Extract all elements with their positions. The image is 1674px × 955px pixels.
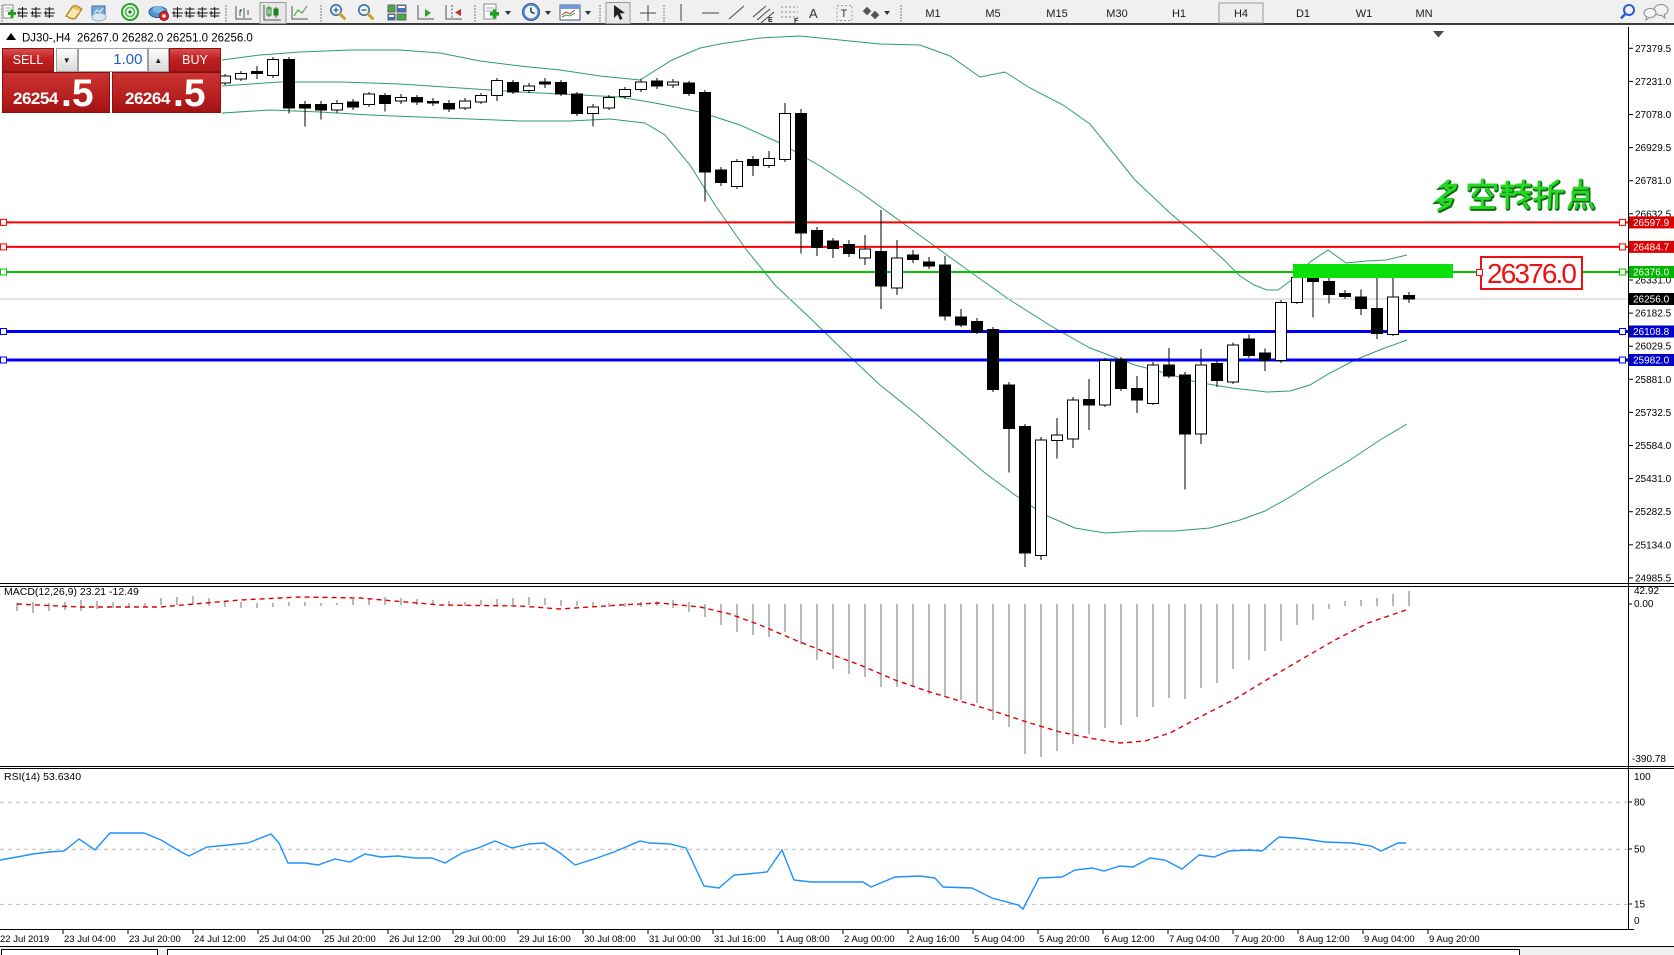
svg-text:27231.0: 27231.0 (1635, 77, 1672, 88)
svg-text:26632.5: 26632.5 (1635, 209, 1672, 220)
svg-text:50: 50 (1634, 845, 1646, 856)
svg-text:26331.0: 26331.0 (1635, 276, 1672, 287)
svg-text:M30: M30 (1106, 8, 1127, 20)
svg-text:26 Jul 12:00: 26 Jul 12:00 (389, 934, 441, 945)
svg-text:DJ30-,H4 26267.0 26282.0 2625: DJ30-,H4 26267.0 26282.0 26251.0 26256.0 (22, 33, 253, 45)
svg-text:25282.5: 25282.5 (1635, 507, 1672, 518)
svg-text:6 Aug 12:00: 6 Aug 12:00 (1104, 934, 1155, 945)
svg-text:1 Aug 08:00: 1 Aug 08:00 (779, 934, 830, 945)
svg-text:D1: D1 (1296, 8, 1310, 20)
svg-text:5 Aug 04:00: 5 Aug 04:00 (974, 934, 1025, 945)
svg-text:26781.0: 26781.0 (1635, 176, 1672, 187)
svg-text:25431.0: 25431.0 (1635, 474, 1672, 485)
svg-text:RSI(14) 53.6340: RSI(14) 53.6340 (4, 771, 81, 783)
svg-text:MACD(12,26,9) 23.21 -12.49: MACD(12,26,9) 23.21 -12.49 (4, 586, 139, 598)
svg-text:29 Jul 00:00: 29 Jul 00:00 (454, 934, 506, 945)
svg-text:80: 80 (1634, 798, 1646, 809)
svg-text:2 Aug 16:00: 2 Aug 16:00 (909, 934, 960, 945)
svg-text:29 Jul 16:00: 29 Jul 16:00 (519, 934, 571, 945)
svg-text:25 Jul 20:00: 25 Jul 20:00 (324, 934, 376, 945)
svg-text:8 Aug 12:00: 8 Aug 12:00 (1299, 934, 1350, 945)
svg-text:9 Aug 20:00: 9 Aug 20:00 (1429, 934, 1480, 945)
svg-text:M15: M15 (1046, 8, 1067, 20)
svg-text:24 Jul 12:00: 24 Jul 12:00 (194, 934, 246, 945)
svg-text:100: 100 (1634, 772, 1651, 783)
svg-text:2 Aug 00:00: 2 Aug 00:00 (844, 934, 895, 945)
svg-text:25584.0: 25584.0 (1635, 441, 1672, 452)
svg-text:-390.78: -390.78 (1632, 754, 1666, 765)
svg-text:26256.0: 26256.0 (1633, 295, 1670, 306)
svg-text:24985.5: 24985.5 (1635, 573, 1672, 584)
svg-text:5 Aug 20:00: 5 Aug 20:00 (1039, 934, 1090, 945)
svg-text:23 Jul 20:00: 23 Jul 20:00 (129, 934, 181, 945)
svg-text:W1: W1 (1356, 8, 1373, 20)
svg-text:9 Aug 04:00: 9 Aug 04:00 (1364, 934, 1415, 945)
svg-text:T: T (841, 8, 848, 20)
svg-text:26376.0: 26376.0 (1633, 268, 1670, 279)
svg-text:26929.5: 26929.5 (1635, 143, 1672, 154)
svg-text:0: 0 (1634, 916, 1640, 927)
svg-text:F: F (794, 18, 799, 25)
svg-text:7 Aug 04:00: 7 Aug 04:00 (1169, 934, 1220, 945)
svg-text:26376.0: 26376.0 (1487, 258, 1577, 289)
svg-text:31 Jul 16:00: 31 Jul 16:00 (714, 934, 766, 945)
svg-text:26029.5: 26029.5 (1635, 342, 1672, 353)
svg-text:27078.0: 27078.0 (1635, 110, 1672, 121)
svg-text:25134.0: 25134.0 (1635, 540, 1672, 551)
svg-text:15: 15 (1634, 900, 1646, 911)
svg-text:M1: M1 (925, 8, 940, 20)
svg-text:22 Jul 2019: 22 Jul 2019 (0, 934, 49, 945)
svg-text:MN: MN (1415, 8, 1432, 20)
svg-text:25881.0: 25881.0 (1635, 375, 1672, 386)
svg-text:M5: M5 (985, 8, 1000, 20)
svg-text:27379.5: 27379.5 (1635, 44, 1672, 55)
svg-text:30 Jul 08:00: 30 Jul 08:00 (584, 934, 636, 945)
svg-text:26597.9: 26597.9 (1633, 218, 1670, 229)
svg-text:25732.5: 25732.5 (1635, 408, 1672, 419)
svg-text:H4: H4 (1234, 8, 1248, 20)
svg-text:31 Jul 00:00: 31 Jul 00:00 (649, 934, 701, 945)
svg-text:26182.5: 26182.5 (1635, 309, 1672, 320)
svg-text:E: E (768, 17, 773, 24)
svg-text:0.00: 0.00 (1634, 599, 1654, 610)
svg-text:26108.8: 26108.8 (1633, 327, 1670, 338)
svg-text:25 Jul 04:00: 25 Jul 04:00 (259, 934, 311, 945)
svg-text:25982.0: 25982.0 (1633, 356, 1670, 367)
svg-text:H1: H1 (1172, 8, 1186, 20)
svg-text:26484.7: 26484.7 (1633, 243, 1670, 254)
svg-text:23 Jul 04:00: 23 Jul 04:00 (64, 934, 116, 945)
svg-text:A: A (809, 6, 818, 21)
svg-text:7 Aug 20:00: 7 Aug 20:00 (1234, 934, 1285, 945)
svg-text:42.92: 42.92 (1634, 586, 1659, 597)
